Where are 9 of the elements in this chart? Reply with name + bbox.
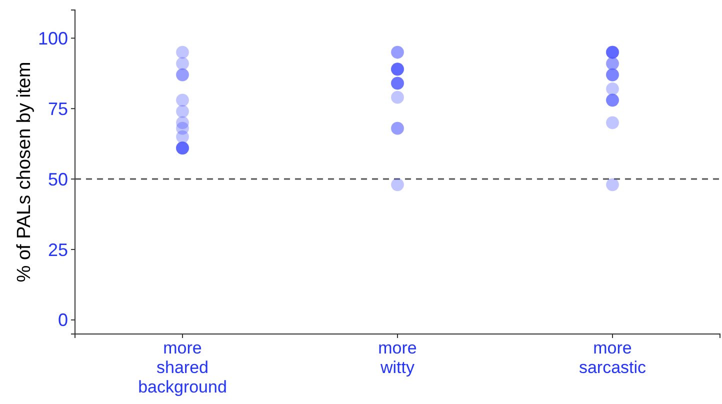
y-tick-label: 100 [38, 28, 68, 48]
x-tick-label: more witty [378, 338, 417, 378]
y-axis-title: % of PALs chosen by item [14, 62, 35, 282]
y-tick-label: 50 [48, 169, 68, 190]
x-tick-label: more sarcastic [578, 338, 647, 378]
x-tick-label: more shared background [138, 338, 227, 397]
y-tick-label: 75 [48, 98, 68, 119]
y-tick-label: 0 [58, 310, 68, 330]
y-tick-label: 25 [48, 240, 68, 260]
